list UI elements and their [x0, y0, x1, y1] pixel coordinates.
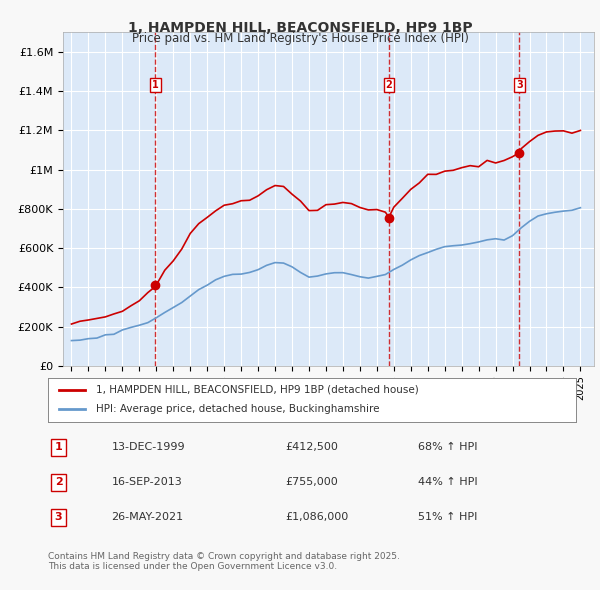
- Text: £1,086,000: £1,086,000: [286, 512, 349, 522]
- Text: 16-SEP-2013: 16-SEP-2013: [112, 477, 182, 487]
- Text: Contains HM Land Registry data © Crown copyright and database right 2025.
This d: Contains HM Land Registry data © Crown c…: [48, 552, 400, 571]
- Text: 44% ↑ HPI: 44% ↑ HPI: [418, 477, 477, 487]
- Text: £755,000: £755,000: [286, 477, 338, 487]
- Text: 13-DEC-1999: 13-DEC-1999: [112, 442, 185, 453]
- Text: 3: 3: [516, 80, 523, 90]
- Text: 2: 2: [386, 80, 392, 90]
- Text: £412,500: £412,500: [286, 442, 338, 453]
- Text: 51% ↑ HPI: 51% ↑ HPI: [418, 512, 477, 522]
- Text: 1: 1: [55, 442, 62, 453]
- Text: 3: 3: [55, 512, 62, 522]
- Text: 68% ↑ HPI: 68% ↑ HPI: [418, 442, 477, 453]
- Text: 1: 1: [152, 80, 159, 90]
- Text: 1, HAMPDEN HILL, BEACONSFIELD, HP9 1BP: 1, HAMPDEN HILL, BEACONSFIELD, HP9 1BP: [128, 21, 472, 35]
- Text: 2: 2: [55, 477, 62, 487]
- Text: Price paid vs. HM Land Registry's House Price Index (HPI): Price paid vs. HM Land Registry's House …: [131, 32, 469, 45]
- Text: HPI: Average price, detached house, Buckinghamshire: HPI: Average price, detached house, Buck…: [95, 405, 379, 414]
- Text: 1, HAMPDEN HILL, BEACONSFIELD, HP9 1BP (detached house): 1, HAMPDEN HILL, BEACONSFIELD, HP9 1BP (…: [95, 385, 418, 395]
- Text: 26-MAY-2021: 26-MAY-2021: [112, 512, 184, 522]
